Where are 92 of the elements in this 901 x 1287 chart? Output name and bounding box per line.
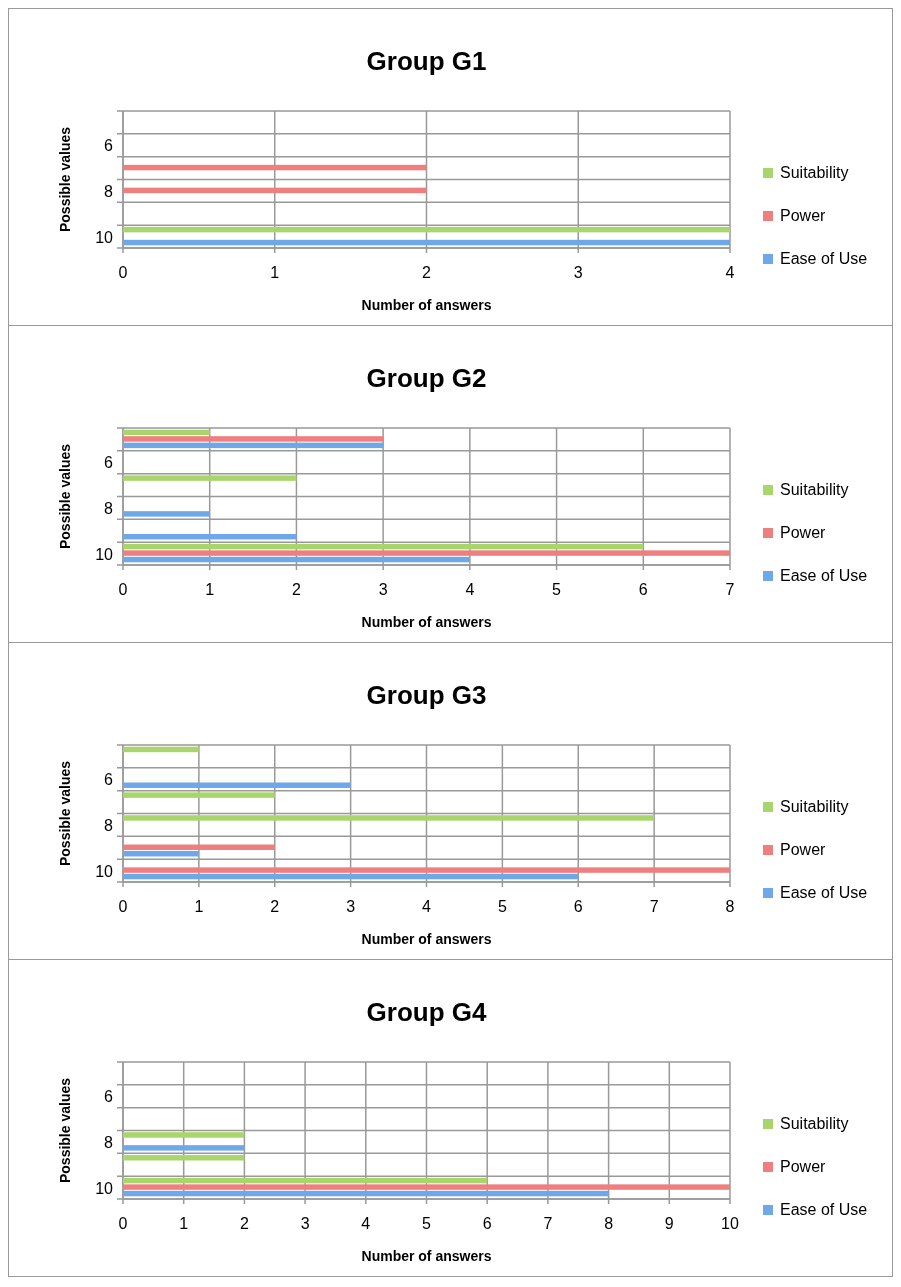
y-tick-label: 8 bbox=[104, 182, 114, 200]
legend-label: Power bbox=[780, 841, 827, 858]
x-tick-label: 3 bbox=[346, 898, 356, 915]
bar bbox=[123, 533, 297, 540]
x-tick-label: 6 bbox=[482, 1215, 492, 1232]
x-tick-label: 2 bbox=[291, 581, 301, 598]
chart-title: Group G1 bbox=[366, 46, 487, 76]
bar bbox=[123, 1190, 609, 1197]
x-tick-label: 0 bbox=[118, 264, 128, 281]
y-tick-label: 8 bbox=[104, 816, 114, 834]
bar bbox=[123, 1132, 245, 1138]
y-axis-title: Possible values bbox=[57, 760, 73, 867]
x-tick-label: 7 bbox=[649, 898, 659, 915]
legend-label: Power bbox=[780, 207, 827, 224]
x-axis-title: Number of answers bbox=[361, 1248, 492, 1264]
legend-label: Suitability bbox=[780, 481, 849, 498]
x-tick-label: 0 bbox=[118, 1215, 128, 1232]
x-tick-label: 3 bbox=[378, 581, 388, 598]
bar bbox=[123, 815, 655, 821]
bar bbox=[123, 1145, 245, 1151]
x-tick-label: 3 bbox=[573, 264, 583, 281]
y-axis-title: Possible values bbox=[57, 1077, 73, 1184]
bar bbox=[123, 543, 644, 550]
legend-label: Power bbox=[780, 1158, 827, 1175]
bar bbox=[123, 792, 275, 798]
legend-label: Suitability bbox=[780, 164, 849, 181]
y-tick-label: 6 bbox=[104, 771, 114, 789]
y-tick-label: 6 bbox=[104, 137, 114, 155]
legend-label: Ease of Use bbox=[780, 250, 868, 267]
bar bbox=[123, 1184, 730, 1190]
chart-title: Group G4 bbox=[366, 997, 487, 1027]
bar bbox=[123, 844, 275, 850]
x-tick-label: 7 bbox=[543, 1215, 553, 1232]
x-tick-label: 8 bbox=[604, 1215, 614, 1232]
y-tick-label: 10 bbox=[95, 862, 114, 880]
x-axis-title: Number of answers bbox=[361, 614, 492, 630]
bar bbox=[123, 442, 384, 449]
bar bbox=[123, 436, 384, 442]
y-tick-label: 6 bbox=[104, 1088, 114, 1106]
legend-label: Suitability bbox=[780, 798, 849, 815]
chart-title: Group G2 bbox=[366, 363, 487, 393]
bar bbox=[123, 1177, 488, 1184]
x-tick-label: 1 bbox=[194, 898, 204, 915]
x-tick-label: 2 bbox=[422, 264, 432, 281]
bar bbox=[123, 511, 210, 517]
x-axis-title: Number of answers bbox=[361, 931, 492, 947]
y-tick-label: 10 bbox=[95, 228, 114, 246]
x-tick-label: 0 bbox=[118, 581, 128, 598]
x-tick-label: 3 bbox=[300, 1215, 310, 1232]
bar bbox=[123, 550, 730, 556]
x-tick-label: 4 bbox=[725, 264, 735, 281]
y-tick-label: 10 bbox=[95, 1179, 114, 1197]
bar bbox=[123, 475, 297, 481]
y-tick-label: 8 bbox=[104, 1133, 114, 1151]
y-axis-title: Possible values bbox=[57, 126, 73, 233]
y-axis-title: Possible values bbox=[57, 443, 73, 550]
chart-title: Group G3 bbox=[366, 680, 487, 710]
x-tick-label: 5 bbox=[422, 1215, 432, 1232]
y-tick-label: 10 bbox=[95, 545, 114, 563]
x-tick-label: 2 bbox=[270, 898, 280, 915]
x-axis-title: Number of answers bbox=[361, 297, 492, 313]
legend-label: Ease of Use bbox=[780, 1201, 868, 1218]
x-tick-label: 4 bbox=[465, 581, 475, 598]
x-tick-label: 8 bbox=[725, 898, 735, 915]
x-tick-label: 5 bbox=[497, 898, 507, 915]
bar bbox=[123, 782, 351, 788]
x-tick-label: 1 bbox=[205, 581, 215, 598]
bar bbox=[123, 867, 730, 873]
legend-label: Suitability bbox=[780, 1115, 849, 1132]
x-tick-label: 2 bbox=[239, 1215, 249, 1232]
x-tick-label: 5 bbox=[552, 581, 562, 598]
bar bbox=[123, 746, 199, 753]
legend-label: Power bbox=[780, 524, 827, 541]
bar bbox=[123, 873, 579, 880]
y-tick-label: 6 bbox=[104, 454, 114, 472]
x-tick-label: 4 bbox=[361, 1215, 371, 1232]
bar bbox=[123, 429, 210, 436]
x-tick-label: 1 bbox=[270, 264, 280, 281]
x-tick-label: 7 bbox=[725, 581, 735, 598]
x-tick-label: 6 bbox=[573, 898, 583, 915]
x-tick-label: 9 bbox=[664, 1215, 674, 1232]
x-tick-label: 4 bbox=[422, 898, 432, 915]
x-tick-label: 0 bbox=[118, 898, 128, 915]
legend-label: Ease of Use bbox=[780, 884, 868, 901]
legend-label: Ease of Use bbox=[780, 567, 868, 584]
bar bbox=[123, 1155, 245, 1161]
y-tick-label: 8 bbox=[104, 499, 114, 517]
x-tick-label: 1 bbox=[179, 1215, 189, 1232]
bar bbox=[123, 556, 470, 563]
bar bbox=[123, 850, 199, 857]
x-tick-label: 10 bbox=[721, 1215, 739, 1232]
x-tick-label: 6 bbox=[638, 581, 648, 598]
